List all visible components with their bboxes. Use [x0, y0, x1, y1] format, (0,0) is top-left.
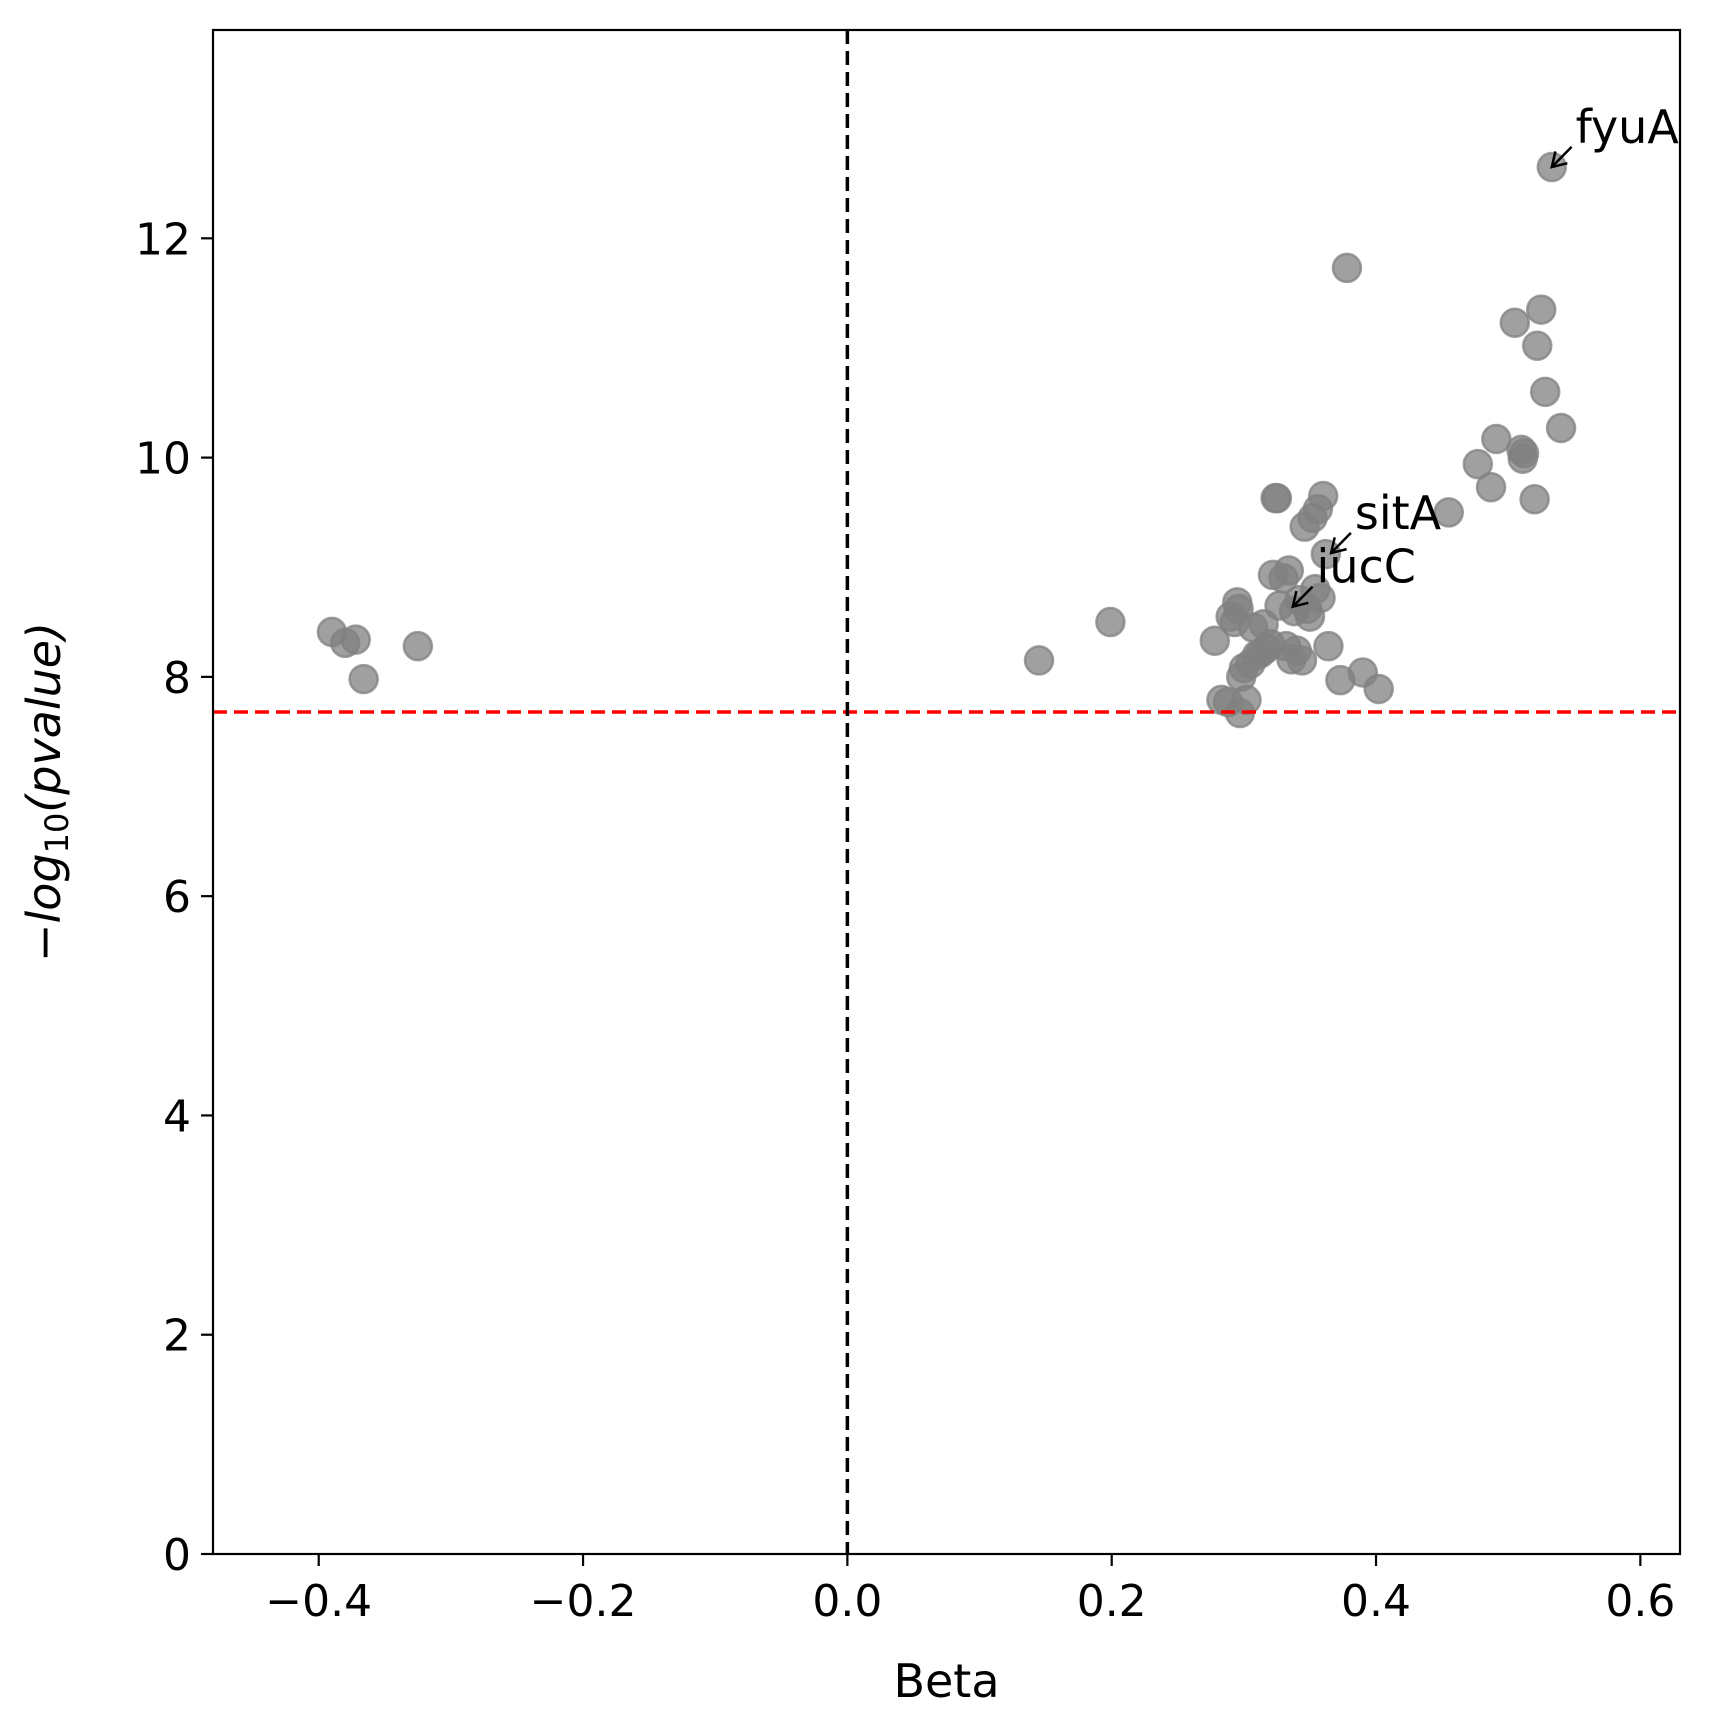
- x-tick-label: −0.4: [265, 1576, 372, 1627]
- annotation-arrowhead: [1550, 151, 1568, 169]
- plot-frame: [211, 28, 1682, 1556]
- data-point: [1522, 330, 1553, 362]
- annotation-arrowhead: [1329, 537, 1347, 555]
- data-point: [1307, 480, 1339, 512]
- y-tick-label: 8: [163, 653, 191, 704]
- data-point: [1508, 437, 1540, 469]
- annotation-label: iucC: [1317, 540, 1416, 594]
- x-axis-ticks: −0.4 −0.2 0.0 0.2 0.4 0.6: [265, 1554, 1675, 1627]
- annotation-arrow: [1291, 585, 1314, 608]
- annotation-label: sitA: [1355, 486, 1442, 540]
- data-point: [1023, 645, 1055, 676]
- x-tick-label: 0.0: [812, 1576, 882, 1627]
- data-point: [1095, 606, 1126, 638]
- annotation-arrowhead: [1291, 590, 1309, 609]
- x-tick-label: 0.4: [1341, 1576, 1411, 1627]
- y-axis-title-prefix: −: [17, 924, 71, 963]
- data-point: [1499, 307, 1531, 338]
- y-axis-title: −log10(pvalue): [17, 622, 76, 962]
- annotation-label: fyuA: [1576, 100, 1680, 154]
- x-tick-label: 0.2: [1077, 1576, 1147, 1627]
- data-point: [1286, 645, 1318, 676]
- y-tick-label: 0: [163, 1530, 191, 1581]
- x-axis-title: Beta: [893, 1654, 999, 1708]
- data-point: [1305, 582, 1336, 614]
- y-axis-title-subscript: 10: [38, 813, 76, 854]
- data-point: [1273, 555, 1305, 586]
- data-point: [1363, 673, 1394, 705]
- y-tick-label: 2: [163, 1311, 191, 1362]
- x-tick-label: 0.6: [1605, 1576, 1675, 1627]
- y-axis-ticks: 0 2 4 6 8 10 12: [135, 214, 213, 1581]
- data-point: [1231, 684, 1262, 716]
- points-layer: [316, 151, 1577, 729]
- y-tick-label: 6: [163, 872, 191, 923]
- data-point: [1433, 497, 1464, 528]
- data-point: [1261, 482, 1293, 514]
- data-point: [402, 630, 434, 662]
- annotation-arrow: [1330, 531, 1352, 554]
- data-point: [1313, 630, 1344, 662]
- annotation-arrow: [1550, 146, 1573, 168]
- y-tick-label: 12: [135, 214, 191, 265]
- data-point: [1525, 294, 1557, 325]
- data-point: [1462, 448, 1494, 480]
- data-point: [1529, 376, 1561, 408]
- data-point: [1519, 484, 1550, 515]
- data-point: [1481, 423, 1512, 455]
- x-tick-label: −0.2: [530, 1576, 637, 1627]
- data-point: [1545, 412, 1577, 444]
- y-tick-label: 10: [135, 434, 191, 485]
- data-point: [348, 663, 379, 695]
- data-point: [1331, 252, 1363, 284]
- data-point: [1475, 471, 1507, 503]
- data-point: [340, 624, 371, 655]
- reference-lines: [213, 30, 1680, 1554]
- y-axis-title-argument: (pvalue): [17, 622, 71, 813]
- y-axis-title-log: log: [17, 853, 71, 923]
- data-point: [1199, 625, 1231, 656]
- y-tick-label: 4: [163, 1091, 191, 1142]
